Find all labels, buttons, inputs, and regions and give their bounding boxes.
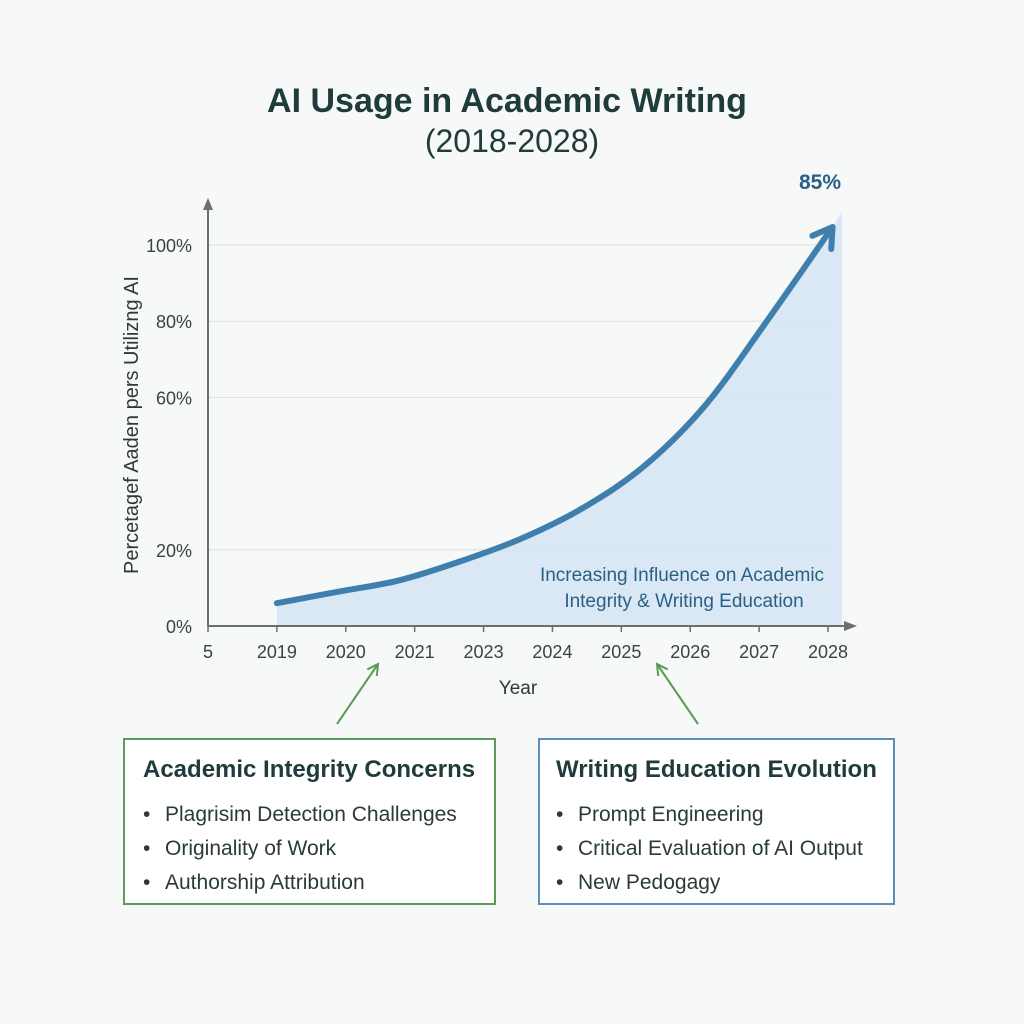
academic-integrity-box: Academic Integrity Concerns • Plagrisim D… [123, 738, 496, 905]
x-tick-label: 2021 [395, 642, 435, 662]
writing-education-title: Writing Education Evolution [556, 756, 877, 783]
end-value-label: 85% [799, 171, 841, 194]
list-item: • Prompt Engineering [556, 803, 764, 826]
x-tick-label: 5 [203, 642, 213, 662]
education-connector-arrow [656, 663, 699, 725]
integrity-connector-arrow-head [366, 662, 380, 677]
x-tick-label: 2020 [326, 642, 366, 662]
y-axis-label: Percetagef Aaden pers Utilizng AI [121, 276, 143, 574]
chart-title: AI Usage in Academic Writing [267, 82, 747, 120]
y-tick-label: 20% [156, 541, 192, 561]
x-tick-label: 2027 [739, 642, 779, 662]
x-tick-label: 2023 [464, 642, 504, 662]
x-tick-label: 2026 [670, 642, 710, 662]
series-line [273, 230, 831, 607]
academic-integrity-list: • Plagrisim Detection Challenges • Origina… [143, 798, 494, 900]
y-tick-label: 0% [166, 617, 192, 637]
academic-integrity-title: Academic Integrity Concerns [143, 756, 476, 783]
x-tick-label: 2028 [808, 642, 848, 662]
writing-education-box: Writing Education Evolution • Prompt Engi… [538, 738, 895, 905]
writing-education-list: • Prompt Engineering • Critical Evaluation… [556, 798, 893, 900]
list-item: • Critical Evaluation of AI Output [556, 837, 863, 860]
education-connector-arrow-head [655, 662, 669, 677]
list-item: • New Pedogagy [556, 871, 721, 894]
area-fill [276, 211, 842, 626]
list-item: • Plagrisim Detection Challenges [143, 803, 457, 826]
x-tick-label: 2025 [601, 642, 641, 662]
integrity-connector-arrow [336, 663, 379, 725]
chart-subtitle: (2018-2028) [425, 123, 599, 159]
y-tick-label: 60% [156, 388, 192, 408]
series-arrowhead [809, 224, 836, 252]
y-tick-label: 100% [146, 236, 192, 256]
x-tick-label: 2019 [257, 642, 297, 662]
annotation-line-2: Integrity & Writing Education [564, 591, 803, 612]
list-item: • Originality of Work [143, 837, 337, 860]
x-tick-label: 2024 [532, 642, 572, 662]
annotation-line-1: Increasing Influence on Academic [540, 565, 824, 586]
y-axis-arrow [203, 198, 213, 210]
y-tick-label: 80% [156, 312, 192, 332]
x-axis-label: Year [499, 678, 538, 699]
x-axis-arrow [844, 621, 857, 631]
list-item: • Authorship Attribution [143, 871, 365, 894]
